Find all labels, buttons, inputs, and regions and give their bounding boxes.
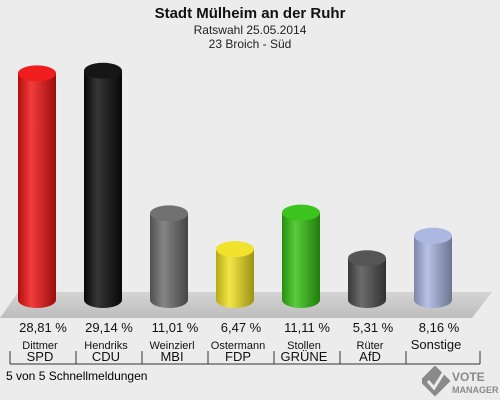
party-label: AfD xyxy=(359,349,381,364)
party-label: CDU xyxy=(92,349,120,364)
value-label: 11,01 % xyxy=(152,320,199,335)
chart-subtitle-election: Ratswahl 25.05.2014 xyxy=(194,23,307,37)
value-label: 28,81 % xyxy=(19,320,67,335)
candidate-label: Rüter xyxy=(357,340,384,352)
bar-afd xyxy=(348,250,386,308)
vote-manager-logo: VOTE MANAGER xyxy=(422,366,498,397)
bar-sonstige xyxy=(414,227,452,308)
value-label: 29,14 % xyxy=(85,320,133,335)
candidate-label: Stollen xyxy=(287,340,321,352)
bar-spd xyxy=(18,65,56,309)
party-label: FDP xyxy=(225,349,251,364)
candidate-label: Weinzierl xyxy=(149,340,194,352)
logo-text-vote: VOTE xyxy=(452,370,485,384)
party-label: Sonstige xyxy=(411,337,462,352)
party-label: MBI xyxy=(160,349,183,364)
value-label: 5,31 % xyxy=(353,320,394,335)
checkmark-icon xyxy=(422,366,451,397)
logo-text-manager: MANAGER xyxy=(452,385,498,395)
value-label: 6,47 % xyxy=(221,320,262,335)
bar-cdu xyxy=(84,62,122,308)
value-label: 8,16 % xyxy=(419,320,460,335)
chart-subtitle-district: 23 Broich - Süd xyxy=(209,37,292,51)
candidate-label: Dittmer xyxy=(22,340,58,352)
bar-grüne xyxy=(282,204,320,308)
report-status: 5 von 5 Schnellmeldungen xyxy=(6,369,148,383)
candidate-label: Ostermann xyxy=(211,340,265,352)
party-label: SPD xyxy=(27,349,54,364)
candidate-label: Hendriks xyxy=(84,340,128,352)
chart-title: Stadt Mülheim an der Ruhr xyxy=(155,5,346,22)
value-label: 11,11 % xyxy=(284,320,330,335)
bar-mbi xyxy=(150,205,188,308)
party-label: GRÜNE xyxy=(281,349,328,364)
bar-fdp xyxy=(216,241,254,308)
